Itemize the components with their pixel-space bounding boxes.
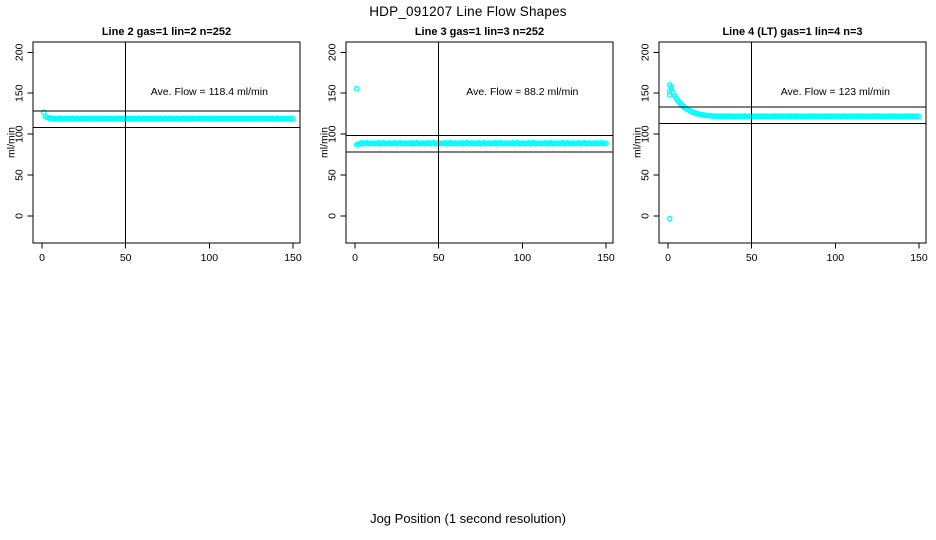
points-series: [40, 109, 296, 122]
x-tick-label: 50: [433, 252, 445, 264]
data-point: [603, 140, 609, 147]
data-point-outlier: [666, 92, 673, 98]
y-tick-label: 100: [327, 125, 339, 143]
x-tick-label: 100: [514, 252, 532, 264]
x-tick-label: 50: [120, 252, 132, 264]
y-tick-label-group: 200: [640, 43, 652, 61]
x-tick-label: 0: [39, 252, 45, 264]
y-tick-label: 0: [640, 213, 652, 219]
data-point: [290, 115, 296, 122]
y-tick-label-group: 50: [640, 169, 652, 181]
ave-flow-annotation: Ave. Flow = 88.2 ml/min: [466, 86, 578, 98]
y-tick-label-group: 200: [14, 43, 26, 61]
y-axis-label-group: ml/min: [319, 127, 331, 158]
y-axis-label: ml/min: [6, 127, 18, 158]
y-tick-label-group: 150: [640, 84, 652, 102]
y-tick-label: 200: [14, 43, 26, 61]
points-series: [353, 85, 609, 148]
data-point-outlier: [666, 215, 673, 222]
plot-box: [32, 41, 301, 244]
x-tick-label: 100: [201, 252, 219, 264]
y-axis-label-group: ml/min: [632, 127, 644, 158]
y-tick-label-group: 150: [327, 84, 339, 102]
panel-title: Line 2 gas=1 lin=2 n=252: [102, 26, 231, 38]
panel-title: Line 3 gas=1 lin=3 n=252: [415, 26, 544, 38]
y-tick-label-group: 0: [640, 213, 652, 219]
y-axis-label-group: ml/min: [6, 127, 18, 158]
ave-flow-annotation: Ave. Flow = 123 ml/min: [781, 86, 890, 98]
y-axis-label: ml/min: [632, 127, 644, 158]
plot-box: [658, 41, 927, 244]
data-point: [916, 113, 922, 120]
y-tick-label-group: 0: [14, 213, 26, 219]
x-tick-label: 100: [827, 252, 845, 264]
y-tick-label-group: 100: [640, 125, 652, 143]
y-tick-label-group: 100: [327, 125, 339, 143]
chart-panel-line2: Line 2 gas=1 lin=2 n=252 0 50 100 150 0 50 100 1…: [6, 26, 302, 264]
y-tick-label: 0: [14, 213, 26, 219]
data-point-outlier: [668, 83, 675, 90]
y-tick-label: 100: [14, 125, 26, 143]
y-tick-label-group: 100: [14, 125, 26, 143]
x-tick-label: 150: [597, 252, 615, 264]
chart-panel-line4: Line 4 (LT) gas=1 lin=4 n=3 0 50 100 150 0 50 1…: [632, 26, 928, 264]
panel-title: Line 4 (LT) gas=1 lin=4 n=3: [722, 26, 862, 38]
chart-panels-row: Line 2 gas=1 lin=2 n=252 0 50 100 150 0 50 100 1…: [6, 26, 928, 264]
plot-box: [345, 41, 614, 244]
y-axis-label: ml/min: [319, 127, 331, 158]
data-point-outlier: [353, 85, 360, 92]
y-tick-label: 150: [640, 84, 652, 102]
chart-panel-line3: Line 3 gas=1 lin=3 n=252 0 50 100 150 0 50 100 1…: [319, 26, 615, 264]
y-tick-label: 0: [327, 213, 339, 219]
y-tick-label: 50: [327, 169, 339, 181]
x-axis-label: Jog Position (1 second resolution): [370, 511, 566, 526]
x-tick-label: 0: [665, 252, 671, 264]
y-tick-label-group: 50: [327, 169, 339, 181]
data-point-outlier: [666, 88, 673, 95]
x-tick-label: 150: [284, 252, 302, 264]
y-tick-label: 100: [640, 125, 652, 143]
y-tick-label: 150: [14, 84, 26, 102]
y-tick-label-group: 0: [327, 213, 339, 219]
y-tick-label-group: 150: [14, 84, 26, 102]
ave-flow-annotation: Ave. Flow = 118.4 ml/min: [151, 86, 268, 98]
y-tick-label: 150: [327, 84, 339, 102]
x-tick-label: 0: [352, 252, 358, 264]
y-tick-label: 200: [327, 43, 339, 61]
y-tick-label-group: 50: [14, 169, 26, 181]
y-tick-label: 200: [640, 43, 652, 61]
x-tick-label: 50: [746, 252, 758, 264]
y-tick-label: 50: [14, 169, 26, 181]
y-tick-label: 50: [640, 169, 652, 181]
points-series: [666, 82, 922, 222]
y-tick-label-group: 200: [327, 43, 339, 61]
x-tick-label: 150: [910, 252, 928, 264]
